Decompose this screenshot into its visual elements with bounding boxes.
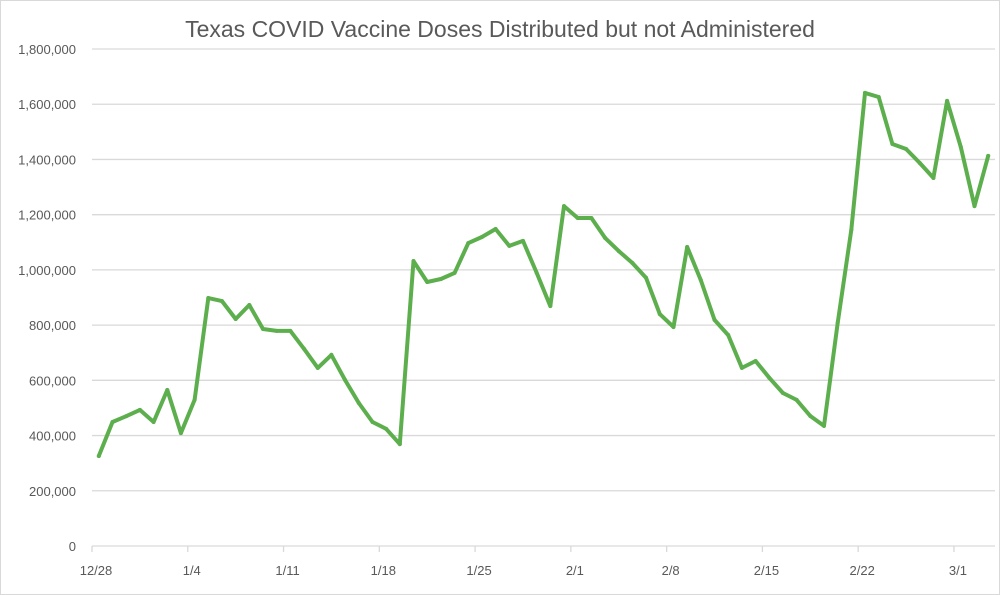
series-line [96, 90, 991, 458]
data-point [178, 431, 183, 436]
data-point [972, 204, 977, 209]
data-point [821, 423, 826, 428]
data-point [534, 270, 539, 275]
data-point [520, 238, 525, 243]
data-point [384, 426, 389, 431]
data-point [849, 227, 854, 232]
data-point [958, 145, 963, 150]
data-point [96, 453, 101, 458]
data-point [548, 304, 553, 309]
data-point [151, 420, 156, 425]
data-point [219, 299, 224, 304]
data-point [589, 215, 594, 220]
x-tick-label: 3/1 [949, 563, 967, 578]
data-point [137, 407, 142, 412]
data-point [685, 244, 690, 249]
data-point [397, 442, 402, 447]
data-point [986, 153, 991, 158]
data-point [931, 175, 936, 180]
data-point [206, 296, 211, 301]
data-point [808, 413, 813, 418]
y-tick-label: 0 [69, 539, 76, 554]
x-tick-label: 1/11 [275, 563, 299, 578]
data-point [575, 215, 580, 220]
data-point [274, 328, 279, 333]
data-point [315, 365, 320, 370]
data-point [603, 235, 608, 240]
data-point [753, 359, 758, 364]
x-tick-label: 1/18 [371, 563, 396, 578]
data-point [562, 204, 567, 209]
data-point [165, 387, 170, 392]
data-point [411, 259, 416, 264]
data-point [863, 90, 868, 95]
data-point [261, 326, 266, 331]
y-tick-label: 600,000 [29, 373, 76, 388]
data-point [712, 317, 717, 322]
y-tick-label: 400,000 [29, 429, 76, 444]
x-tick-label: 1/25 [466, 563, 491, 578]
y-tick-label: 200,000 [29, 484, 76, 499]
data-point [644, 275, 649, 280]
x-tick-label: 1/4 [183, 563, 201, 578]
data-point [110, 420, 115, 425]
data-point [904, 146, 909, 151]
data-point [726, 333, 731, 338]
data-point [247, 302, 252, 307]
data-point [945, 98, 950, 103]
data-point [657, 312, 662, 317]
y-tick-label: 1,400,000 [18, 152, 76, 167]
data-point [493, 227, 498, 232]
data-point [767, 375, 772, 380]
data-point [835, 320, 840, 325]
data-point [356, 400, 361, 405]
data-point [466, 241, 471, 246]
data-point [876, 95, 881, 100]
data-point [671, 325, 676, 330]
y-tick-label: 1,600,000 [18, 97, 76, 112]
data-point [479, 235, 484, 240]
data-point [124, 414, 129, 419]
data-point [917, 161, 922, 166]
y-tick-label: 1,000,000 [18, 263, 76, 278]
x-tick-label: 12/28 [80, 563, 113, 578]
data-point [698, 278, 703, 283]
data-point [425, 280, 430, 285]
data-point [739, 365, 744, 370]
data-point [794, 397, 799, 402]
data-point [288, 328, 293, 333]
data-point [452, 270, 457, 275]
y-tick-label: 800,000 [29, 318, 76, 333]
chart-title: Texas COVID Vaccine Doses Distributed bu… [185, 16, 815, 42]
y-tick-label: 1,800,000 [18, 42, 76, 57]
y-tick-label: 1,200,000 [18, 208, 76, 223]
data-point [370, 420, 375, 425]
data-point [630, 260, 635, 265]
x-tick-label: 2/8 [662, 563, 680, 578]
data-point [438, 277, 443, 282]
data-point [507, 243, 512, 248]
data-point [233, 317, 238, 322]
data-point [343, 378, 348, 383]
data-point [302, 346, 307, 351]
data-point [192, 397, 197, 402]
data-point [329, 352, 334, 357]
x-tick-label: 2/1 [566, 563, 584, 578]
data-point [890, 141, 895, 146]
data-point [616, 249, 621, 254]
x-tick-label: 2/22 [850, 563, 875, 578]
data-point [780, 391, 785, 396]
x-tick-label: 2/15 [754, 563, 779, 578]
